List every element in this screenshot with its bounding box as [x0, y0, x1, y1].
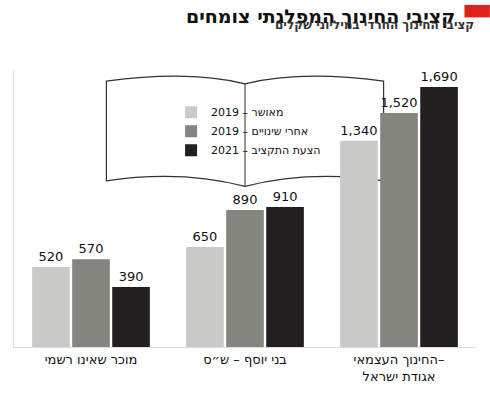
- svg-text:2021 – הצעת התקציב: 2021 – הצעת התקציב: [211, 144, 320, 157]
- svg-text:390: 390: [119, 269, 144, 284]
- svg-text:קציבי החינוך החרדי במיליוני שק: קציבי החינוך החרדי במיליוני שקלים: [275, 18, 474, 32]
- svg-text:בני יוסף – ש״ס: בני יוסף – ש״ס: [203, 352, 287, 367]
- svg-text:520: 520: [39, 249, 64, 264]
- svg-text:890: 890: [233, 192, 258, 207]
- svg-text:החינוך העצמאי–אגודת ישראל: החינוך העצמאי–אגודת ישראל: [353, 352, 444, 384]
- svg-text:1,690: 1,690: [420, 69, 457, 84]
- svg-text:קציבי החינוך המפלגתי צומחים: קציבי החינוך המפלגתי צומחים: [186, 5, 455, 28]
- svg-text:1,340: 1,340: [340, 123, 377, 138]
- svg-text:2019 – אחרי שינויים: 2019 – אחרי שינויים: [211, 125, 308, 138]
- svg-text:910: 910: [273, 189, 298, 204]
- svg-text:570: 570: [79, 241, 104, 256]
- svg-text:מוכר שאינו רשמי: מוכר שאינו רשמי: [45, 352, 138, 367]
- svg-text:650: 650: [193, 229, 218, 244]
- svg-text:2019 – מאושר: 2019 – מאושר: [211, 106, 283, 119]
- svg-text:1,520: 1,520: [380, 95, 417, 110]
